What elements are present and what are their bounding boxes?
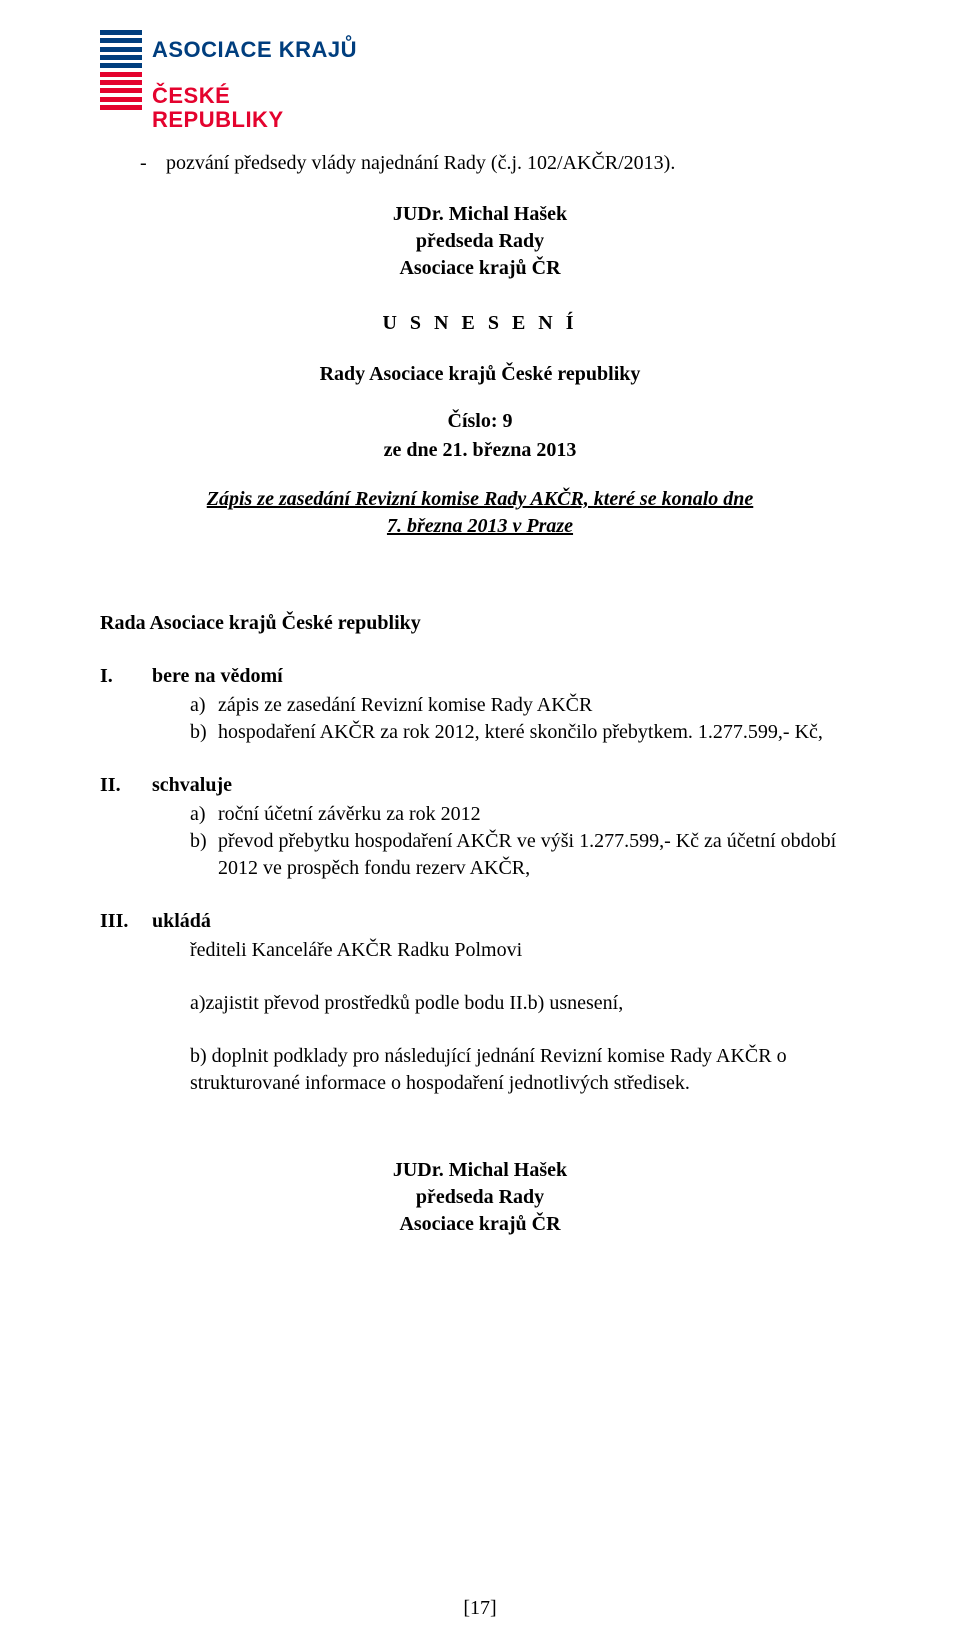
section-3-label: ukládá — [152, 908, 211, 935]
section-1: I. bere na vědomí — [100, 663, 860, 690]
zapis-l2: 7. března 2013 v Praze — [387, 515, 573, 537]
logo-stripes — [100, 30, 142, 110]
section-1-b-text: hospodaření AKČR za rok 2012, které skon… — [218, 719, 823, 746]
signature-bottom: JUDr. Michal Hašek předseda Rady Asociac… — [100, 1157, 860, 1238]
section-3: III. ukládá — [100, 908, 860, 935]
section-2-a-text: roční účetní závěrku za rok 2012 — [218, 801, 481, 828]
logo-stripe-blue — [100, 47, 142, 52]
logo-text: ASOCIACE KRAJŮ ČESKÉ REPUBLIKY — [152, 38, 360, 133]
document-body: - pozvání předsedy vlády najednání Rady … — [100, 150, 860, 1238]
logo-stripe-blue — [100, 30, 142, 35]
rada-heading: Rada Asociace krajů České republiky — [100, 610, 860, 637]
logo-stripe-red — [100, 80, 142, 85]
letter-a: a) — [190, 801, 218, 828]
sig-org: Asociace krajů ČR — [100, 255, 860, 282]
section-1-list: a) zápis ze zasedání Revizní komise Rady… — [190, 692, 860, 746]
zapis-l1: Zápis ze zasedání Revizní komise Rady AK… — [207, 488, 754, 510]
logo-line-1: ASOCIACE KRAJŮ — [152, 38, 360, 62]
section-1-a-text: zápis ze zasedání Revizní komise Rady AK… — [218, 692, 592, 719]
section-2-b-text: převod přebytku hospodaření AKČR ve výši… — [218, 828, 860, 882]
usneseni-heading: U S N E S E N Í — [100, 310, 860, 337]
logo-stripe-red — [100, 72, 142, 77]
section-2: II. schvaluje — [100, 772, 860, 799]
intro-text: pozvání předsedy vlády najednání Rady (č… — [166, 150, 675, 177]
section-3-p2: b) doplnit podklady pro následující jedn… — [190, 1043, 860, 1097]
section-1-a: a) zápis ze zasedání Revizní komise Rady… — [190, 692, 860, 719]
section-2-a: a) roční účetní závěrku za rok 2012 — [190, 801, 860, 828]
logo-stripe-red — [100, 105, 142, 110]
sig-role: předseda Rady — [100, 1184, 860, 1211]
logo-stripe-blue — [100, 38, 142, 43]
sig-org: Asociace krajů ČR — [100, 1211, 860, 1238]
section-3-p1: a)zajistit převod prostředků podle bodu … — [190, 990, 860, 1017]
letter-b: b) — [190, 828, 218, 882]
section-3-num: III. — [100, 908, 152, 935]
sig-name: JUDr. Michal Hašek — [100, 201, 860, 228]
section-1-b: b) hospodaření AKČR za rok 2012, které s… — [190, 719, 860, 746]
ze-dne-line: ze dne 21. března 2013 — [100, 437, 860, 464]
section-2-label: schvaluje — [152, 772, 232, 799]
logo: ASOCIACE KRAJŮ ČESKÉ REPUBLIKY — [100, 30, 360, 110]
bullet-dash: - — [140, 150, 166, 177]
section-1-num: I. — [100, 663, 152, 690]
section-2-list: a) roční účetní závěrku za rok 2012 b) p… — [190, 801, 860, 882]
section-2-num: II. — [100, 772, 152, 799]
section-2-b: b) převod přebytku hospodaření AKČR ve v… — [190, 828, 860, 882]
zapis-link: Zápis ze zasedání Revizní komise Rady AK… — [100, 486, 860, 540]
logo-line-2: ČESKÉ REPUBLIKY — [152, 84, 360, 132]
letter-b: b) — [190, 719, 218, 746]
logo-stripe-blue — [100, 55, 142, 60]
section-1-label: bere na vědomí — [152, 663, 283, 690]
intro-bullet: - pozvání předsedy vlády najednání Rady … — [140, 150, 860, 177]
signature-top: JUDr. Michal Hašek předseda Rady Asociac… — [100, 201, 860, 282]
page-number: [17] — [100, 1595, 860, 1622]
logo-stripe-blue — [100, 63, 142, 68]
sig-name: JUDr. Michal Hašek — [100, 1157, 860, 1184]
cislo-line: Číslo: 9 — [100, 408, 860, 435]
rady-line: Rady Asociace krajů České republiky — [100, 361, 860, 388]
logo-stripe-red — [100, 88, 142, 93]
logo-stripe-red — [100, 97, 142, 102]
page: ASOCIACE KRAJŮ ČESKÉ REPUBLIKY - pozvání… — [0, 0, 960, 1652]
section-3-body: řediteli Kanceláře AKČR Radku Polmovi — [190, 937, 860, 964]
sig-role: předseda Rady — [100, 228, 860, 255]
letter-a: a) — [190, 692, 218, 719]
